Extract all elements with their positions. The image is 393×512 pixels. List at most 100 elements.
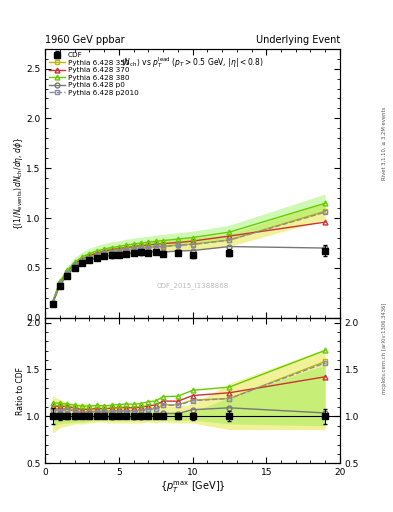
Pythia 6.428 370 [153, 241, 158, 247]
Pythia 6.428 350 [323, 208, 328, 214]
Pythia 6.428 p0 [190, 247, 195, 253]
Pythia 6.428 p2010 [87, 254, 92, 261]
Pythia 6.428 350 [65, 269, 70, 275]
Line: Pythia 6.428 p0: Pythia 6.428 p0 [50, 244, 328, 306]
Pythia 6.428 370 [139, 243, 143, 249]
Pythia 6.428 p0 [116, 251, 121, 258]
Pythia 6.428 370 [190, 238, 195, 244]
Pythia 6.428 380 [146, 239, 151, 245]
Line: Pythia 6.428 350: Pythia 6.428 350 [50, 209, 328, 305]
Pythia 6.428 380 [139, 240, 143, 246]
Line: Pythia 6.428 380: Pythia 6.428 380 [50, 201, 328, 304]
Legend: CDF, Pythia 6.428 350, Pythia 6.428 370, Pythia 6.428 380, Pythia 6.428 p0, Pyth: CDF, Pythia 6.428 350, Pythia 6.428 370,… [48, 51, 140, 97]
Pythia 6.428 350 [176, 242, 180, 248]
Text: Rivet 3.1.10, ≥ 3.2M events: Rivet 3.1.10, ≥ 3.2M events [382, 106, 387, 180]
Pythia 6.428 p0 [139, 249, 143, 255]
Pythia 6.428 p2010 [124, 247, 129, 253]
Pythia 6.428 p0 [124, 250, 129, 257]
Pythia 6.428 p0 [323, 245, 328, 251]
Pythia 6.428 380 [161, 238, 165, 244]
Pythia 6.428 370 [80, 256, 84, 262]
Pythia 6.428 380 [227, 229, 232, 235]
Pythia 6.428 380 [50, 299, 55, 305]
Pythia 6.428 380 [116, 244, 121, 250]
Pythia 6.428 380 [109, 245, 114, 251]
Pythia 6.428 380 [80, 254, 84, 260]
Pythia 6.428 p0 [161, 249, 165, 255]
Pythia 6.428 p0 [176, 248, 180, 254]
Pythia 6.428 p2010 [80, 258, 84, 264]
Pythia 6.428 p2010 [116, 248, 121, 254]
Pythia 6.428 p2010 [323, 209, 328, 215]
Pythia 6.428 350 [109, 248, 114, 254]
Pythia 6.428 380 [131, 241, 136, 247]
Pythia 6.428 370 [50, 300, 55, 306]
Text: 1960 GeV ppbar: 1960 GeV ppbar [45, 35, 125, 45]
Pythia 6.428 380 [87, 250, 92, 257]
Pythia 6.428 350 [190, 241, 195, 247]
Pythia 6.428 370 [102, 248, 107, 254]
Pythia 6.428 p0 [109, 252, 114, 259]
Y-axis label: $\{(1/N_{\rm events})\,dN_{\rm ch}/d\eta,\,d\phi\}$: $\{(1/N_{\rm events})\,dN_{\rm ch}/d\eta… [11, 136, 25, 230]
Pythia 6.428 350 [80, 258, 84, 264]
Pythia 6.428 p2010 [50, 300, 55, 306]
Pythia 6.428 350 [139, 245, 143, 251]
Pythia 6.428 370 [227, 233, 232, 239]
Pythia 6.428 370 [58, 280, 62, 286]
X-axis label: $\{p_T^{\rm max}$ [GeV]$\}$: $\{p_T^{\rm max}$ [GeV]$\}$ [160, 480, 226, 496]
Line: Pythia 6.428 370: Pythia 6.428 370 [50, 220, 328, 305]
Pythia 6.428 p0 [72, 264, 77, 270]
Pythia 6.428 p2010 [72, 262, 77, 268]
Pythia 6.428 370 [161, 241, 165, 247]
Pythia 6.428 p0 [50, 301, 55, 307]
Pythia 6.428 350 [153, 244, 158, 250]
Pythia 6.428 350 [87, 254, 92, 260]
Pythia 6.428 380 [176, 236, 180, 242]
Pythia 6.428 370 [323, 219, 328, 225]
Pythia 6.428 370 [131, 244, 136, 250]
Pythia 6.428 350 [102, 249, 107, 255]
Pythia 6.428 370 [72, 261, 77, 267]
Pythia 6.428 350 [116, 247, 121, 253]
Pythia 6.428 p0 [94, 255, 99, 261]
Pythia 6.428 p0 [80, 260, 84, 266]
Y-axis label: Ratio to CDF: Ratio to CDF [16, 367, 25, 415]
Pythia 6.428 380 [124, 242, 129, 248]
Pythia 6.428 350 [131, 245, 136, 251]
Pythia 6.428 p0 [65, 272, 70, 278]
Pythia 6.428 370 [65, 268, 70, 274]
Pythia 6.428 350 [227, 237, 232, 243]
Pythia 6.428 p0 [102, 253, 107, 259]
Pythia 6.428 350 [146, 244, 151, 250]
Pythia 6.428 380 [72, 259, 77, 265]
Pythia 6.428 370 [146, 242, 151, 248]
Line: Pythia 6.428 p2010: Pythia 6.428 p2010 [50, 210, 328, 305]
Pythia 6.428 380 [323, 200, 328, 206]
Pythia 6.428 380 [65, 267, 70, 273]
Text: CDF_2015_I1388868: CDF_2015_I1388868 [156, 282, 229, 289]
Pythia 6.428 380 [190, 234, 195, 241]
Pythia 6.428 370 [109, 246, 114, 252]
Pythia 6.428 p0 [58, 282, 62, 288]
Pythia 6.428 370 [176, 240, 180, 246]
Pythia 6.428 p2010 [153, 244, 158, 250]
Pythia 6.428 350 [50, 300, 55, 306]
Pythia 6.428 350 [161, 243, 165, 249]
Pythia 6.428 p0 [87, 257, 92, 263]
Pythia 6.428 p2010 [102, 250, 107, 257]
Pythia 6.428 p2010 [146, 245, 151, 251]
Pythia 6.428 p0 [153, 248, 158, 254]
Pythia 6.428 380 [94, 248, 99, 254]
Text: Underlying Event: Underlying Event [256, 35, 340, 45]
Pythia 6.428 p2010 [176, 242, 180, 248]
Pythia 6.428 350 [124, 246, 129, 252]
Pythia 6.428 380 [58, 279, 62, 285]
Pythia 6.428 p2010 [139, 245, 143, 251]
Pythia 6.428 370 [124, 245, 129, 251]
Pythia 6.428 350 [72, 262, 77, 268]
Pythia 6.428 380 [153, 238, 158, 244]
Pythia 6.428 370 [87, 252, 92, 259]
Text: $\langle N_{\rm ch}\rangle$ vs $p_T^{\rm lead}$ ($p_T>0.5$ GeV, $|\eta|<0.8$): $\langle N_{\rm ch}\rangle$ vs $p_T^{\rm… [121, 55, 264, 70]
Pythia 6.428 p2010 [65, 270, 70, 276]
Pythia 6.428 370 [116, 245, 121, 251]
